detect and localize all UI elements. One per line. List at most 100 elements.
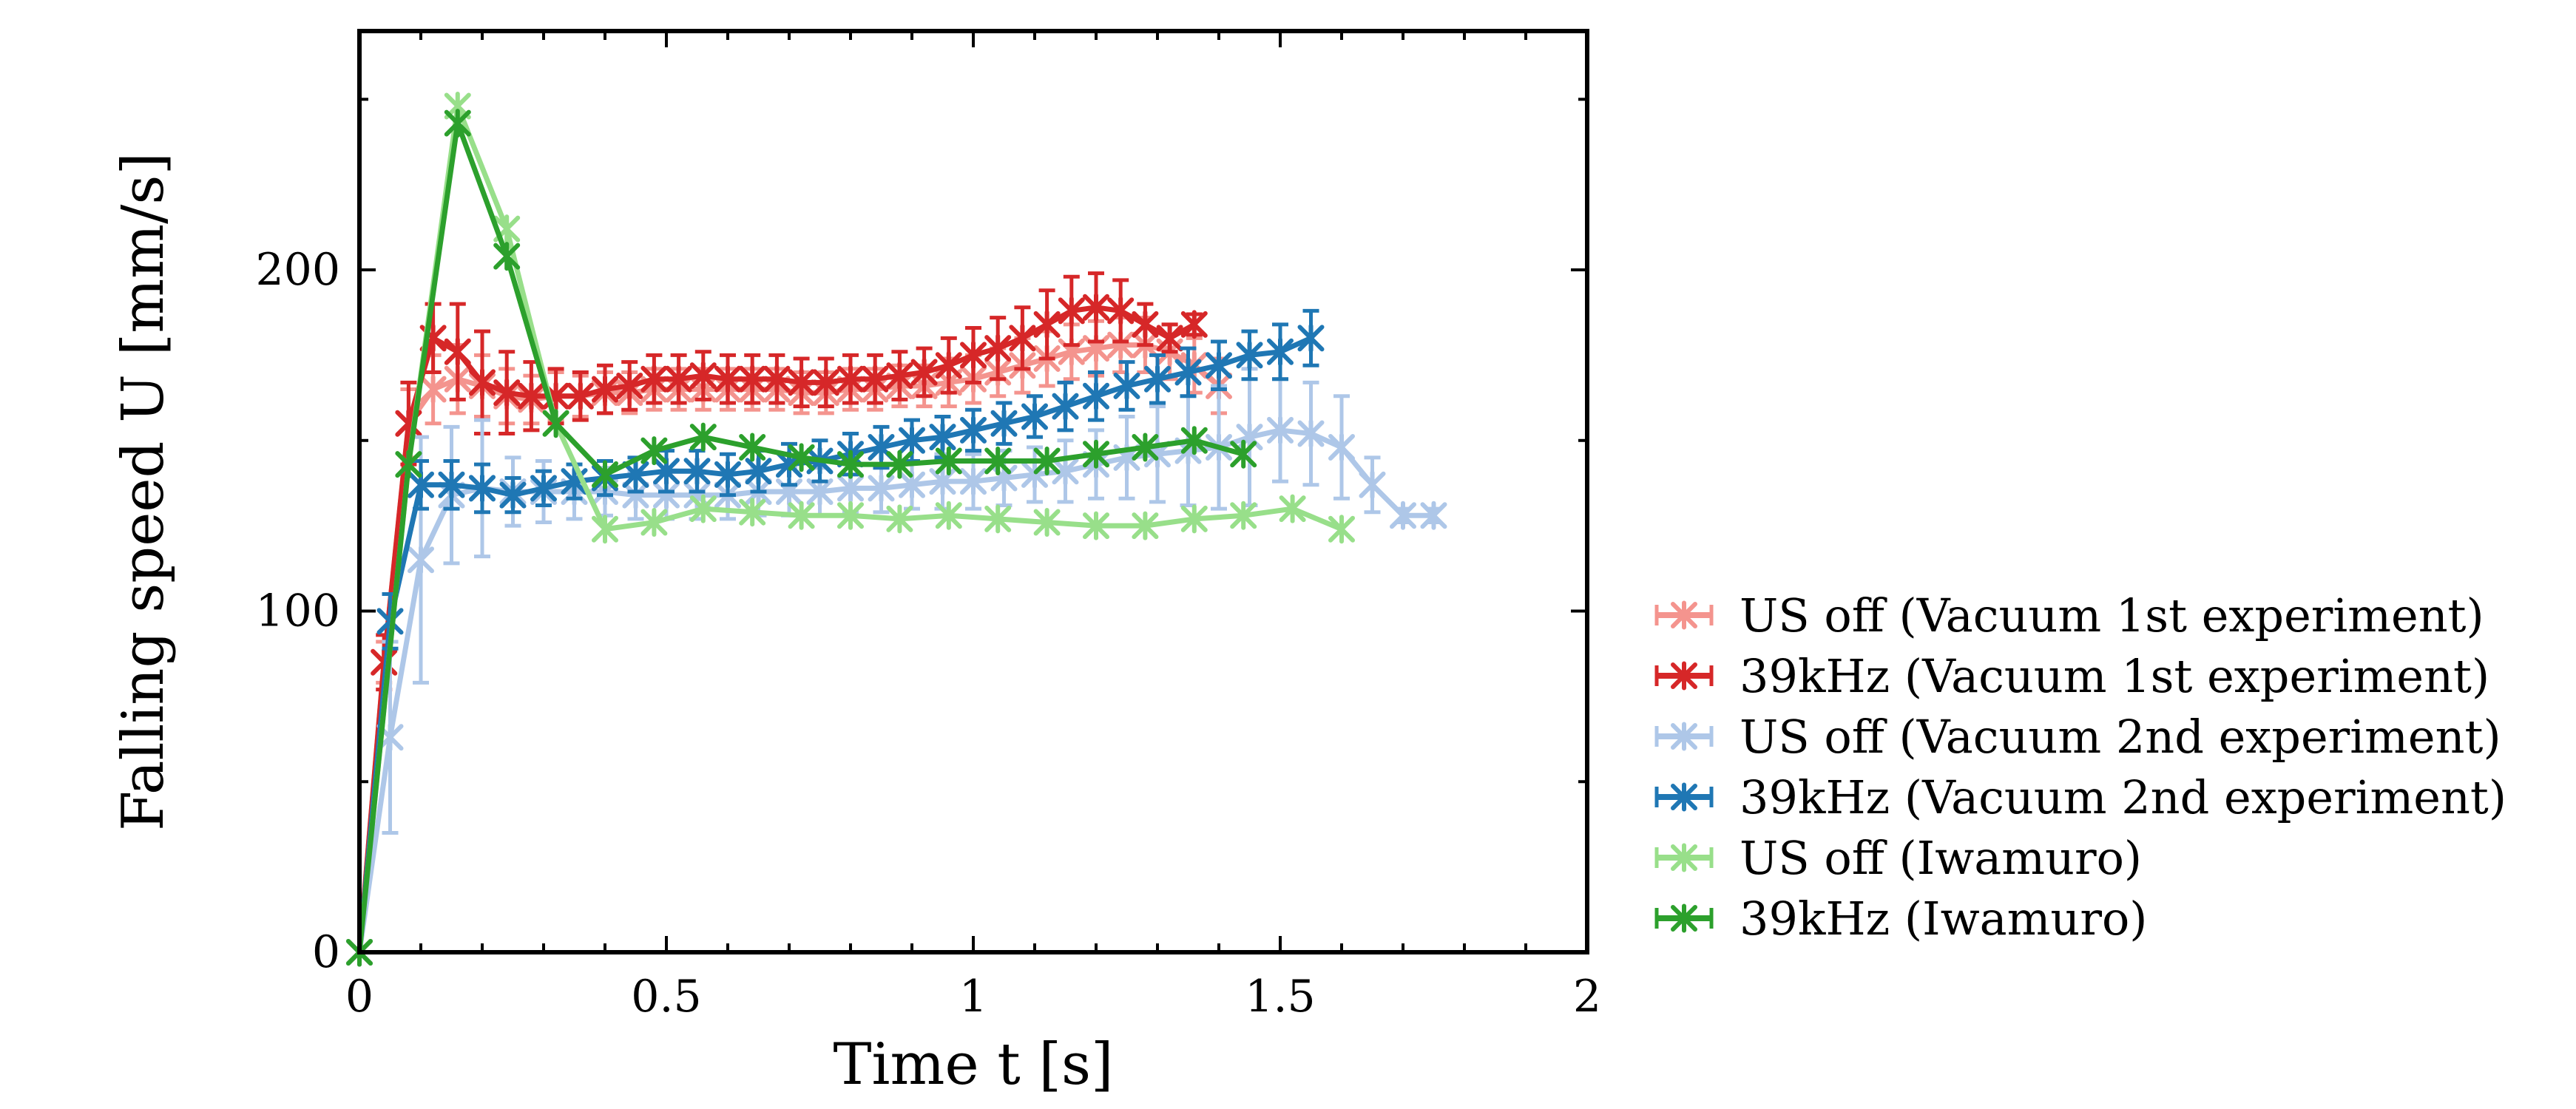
data-point bbox=[1328, 433, 1355, 462]
data-point bbox=[984, 446, 1012, 475]
legend-marker bbox=[1671, 782, 1697, 812]
data-point bbox=[929, 422, 956, 452]
data-point bbox=[1107, 296, 1135, 325]
data-point bbox=[1132, 433, 1159, 462]
series-line bbox=[356, 427, 1434, 953]
data-point bbox=[1083, 439, 1109, 469]
series-layer bbox=[346, 92, 1447, 967]
data-point bbox=[714, 460, 741, 489]
data-point bbox=[592, 375, 618, 404]
data-point bbox=[739, 364, 766, 394]
data-point bbox=[739, 498, 766, 527]
data-point bbox=[1052, 392, 1079, 421]
legend-marker bbox=[1671, 600, 1697, 630]
data-point bbox=[438, 470, 465, 500]
data-point bbox=[1180, 504, 1208, 534]
data-point bbox=[518, 381, 545, 411]
data-point bbox=[788, 501, 815, 530]
data-point bbox=[1052, 456, 1079, 486]
data-point bbox=[1359, 470, 1386, 500]
data-point bbox=[1420, 501, 1447, 530]
legend-item-6: 39kHz (Iwamuro) bbox=[1654, 892, 2148, 946]
series-line bbox=[356, 342, 1221, 953]
data-point bbox=[640, 436, 668, 466]
data-point bbox=[745, 456, 772, 486]
data-point bbox=[499, 481, 527, 510]
data-point bbox=[1206, 350, 1232, 380]
data-point bbox=[640, 508, 668, 537]
series-5 bbox=[346, 92, 1355, 967]
legend-item-2: 39kHz (Vacuum 1st experiment) bbox=[1654, 649, 2489, 703]
data-point bbox=[1267, 416, 1294, 445]
data-point bbox=[837, 364, 864, 394]
data-point bbox=[444, 109, 471, 138]
legend-label: US off (Iwamuro) bbox=[1740, 831, 2142, 885]
legend-item-3: US off (Vacuum 2nd experiment) bbox=[1654, 710, 2501, 764]
data-point bbox=[640, 364, 668, 394]
y-axis-title: Falling speed U [mm/s] bbox=[110, 152, 177, 831]
axis-ticks bbox=[358, 31, 1589, 954]
data-point bbox=[567, 381, 594, 411]
data-point bbox=[990, 409, 1018, 438]
data-point bbox=[935, 446, 962, 475]
data-point bbox=[1132, 511, 1159, 540]
data-point bbox=[886, 450, 913, 479]
data-point bbox=[960, 340, 987, 370]
series-6 bbox=[346, 109, 1257, 967]
data-point bbox=[1236, 340, 1263, 370]
data-point bbox=[689, 422, 717, 452]
data-point bbox=[812, 367, 839, 397]
data-point bbox=[984, 333, 1012, 363]
data-point bbox=[1033, 508, 1061, 537]
x-tick-label: 1.5 bbox=[1245, 971, 1315, 1022]
data-point bbox=[689, 494, 717, 523]
data-point bbox=[408, 545, 434, 574]
tick-labels: 0 0.5 1 1.5 2 0 100 200 bbox=[255, 244, 1601, 1022]
data-point bbox=[1156, 323, 1183, 353]
data-point bbox=[1279, 494, 1306, 523]
legend-label: 39kHz (Iwamuro) bbox=[1740, 892, 2148, 946]
legend-marker bbox=[1671, 722, 1697, 751]
data-point bbox=[1144, 364, 1171, 394]
legend-label: 39kHz (Vacuum 1st experiment) bbox=[1740, 649, 2489, 703]
data-point bbox=[683, 456, 711, 486]
data-point bbox=[788, 443, 815, 472]
data-point bbox=[592, 460, 618, 489]
data-point bbox=[469, 367, 496, 397]
data-point bbox=[868, 473, 895, 503]
data-point bbox=[1180, 426, 1208, 455]
data-point bbox=[1058, 296, 1085, 325]
x-tick-label: 0.5 bbox=[631, 971, 701, 1022]
data-point bbox=[530, 473, 557, 503]
data-point bbox=[1132, 310, 1159, 339]
data-point bbox=[1033, 310, 1061, 339]
data-point bbox=[1230, 439, 1257, 469]
data-point bbox=[542, 409, 569, 438]
data-point bbox=[689, 361, 717, 390]
series-line bbox=[356, 121, 1245, 953]
data-point bbox=[910, 357, 938, 387]
data-point bbox=[1297, 419, 1325, 449]
legend-item-1: US off (Vacuum 1st experiment) bbox=[1654, 589, 2484, 642]
series-line bbox=[356, 336, 1312, 953]
data-point bbox=[1009, 323, 1036, 353]
data-point bbox=[1113, 371, 1140, 401]
y-tick-label: 200 bbox=[255, 244, 340, 296]
data-point bbox=[788, 367, 815, 397]
data-point bbox=[592, 515, 618, 544]
data-point bbox=[616, 371, 643, 401]
data-point bbox=[1230, 501, 1257, 530]
data-point bbox=[1021, 401, 1048, 431]
data-point bbox=[1390, 501, 1416, 530]
data-point bbox=[935, 350, 962, 380]
data-point bbox=[1297, 323, 1325, 353]
data-point bbox=[1033, 446, 1061, 475]
data-point bbox=[862, 364, 889, 394]
data-point bbox=[419, 375, 447, 404]
data-point bbox=[984, 504, 1012, 534]
legend-item-5: US off (Iwamuro) bbox=[1654, 831, 2142, 885]
data-point bbox=[763, 364, 791, 394]
legend-item-4: 39kHz (Vacuum 2nd experiment) bbox=[1654, 770, 2506, 824]
data-point bbox=[1083, 381, 1109, 411]
data-point bbox=[837, 450, 864, 479]
